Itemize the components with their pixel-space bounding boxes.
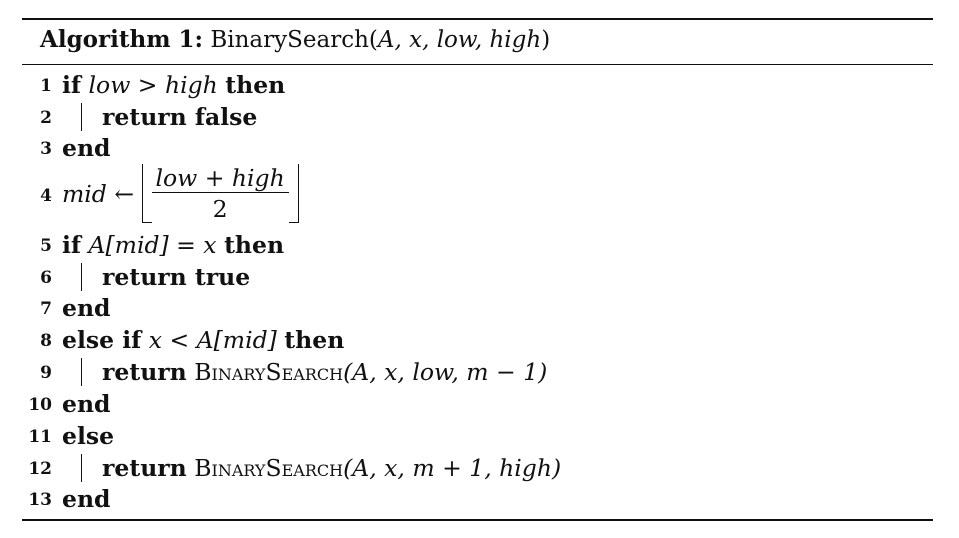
line-number: 10: [28, 395, 52, 415]
keyword: then: [224, 231, 285, 259]
condition: low > high: [88, 71, 218, 99]
keyword: end: [62, 390, 111, 418]
caption-close: ): [541, 27, 551, 53]
caption-rule: [22, 64, 933, 65]
condition: x < A[mid]: [148, 326, 277, 354]
keyword: if: [62, 231, 82, 259]
condition: A[mid] = x: [88, 231, 217, 259]
function-name: BinarySearch: [194, 358, 344, 386]
line-number: 7: [40, 299, 52, 319]
line-number: 12: [28, 459, 52, 479]
line-number: 4: [40, 186, 52, 206]
keyword: else: [62, 422, 115, 450]
keyword: return false: [102, 103, 258, 131]
line-number: 1: [40, 76, 52, 96]
block-bar: [81, 358, 83, 386]
function-args: (A, x, low, m − 1): [343, 358, 548, 386]
bottom-rule: [22, 519, 933, 521]
caption-name: BinarySearch(: [210, 27, 378, 53]
keyword: return true: [102, 263, 251, 291]
caption-label: Algorithm 1:: [40, 26, 204, 53]
keyword: return: [102, 454, 187, 482]
fraction: low + high 2: [151, 164, 289, 223]
fraction-numerator: low + high: [151, 164, 289, 193]
keyword: end: [62, 485, 111, 513]
block-bar: [81, 454, 83, 482]
keyword: end: [62, 294, 111, 322]
line-number: 13: [28, 490, 52, 510]
function-args: (A, x, m + 1, high): [343, 454, 562, 482]
keyword: then: [225, 71, 286, 99]
caption-args: A, x, low, high: [377, 27, 542, 53]
line-number: 5: [40, 236, 52, 256]
fraction-denominator: 2: [212, 195, 228, 223]
line-number: 9: [40, 363, 52, 383]
keyword: if: [62, 71, 82, 99]
keyword: end: [62, 134, 111, 162]
block-bar: [81, 263, 83, 291]
floor-right: [288, 164, 299, 223]
line-number: 3: [40, 139, 52, 159]
line-number: 6: [40, 268, 52, 288]
keyword: return: [102, 358, 187, 386]
function-name: BinarySearch: [194, 454, 344, 482]
keyword: then: [284, 326, 345, 354]
keyword: else if: [62, 326, 142, 354]
top-rule: [22, 18, 933, 20]
assign-lhs: mid ←: [62, 179, 135, 208]
line-number: 11: [28, 427, 52, 447]
algorithm-caption: Algorithm 1: BinarySearch(A, x, low, hig…: [40, 26, 550, 53]
line-number: 8: [40, 331, 52, 351]
line-number: 2: [40, 108, 52, 128]
floor-left: [141, 164, 152, 223]
block-bar: [81, 103, 83, 131]
